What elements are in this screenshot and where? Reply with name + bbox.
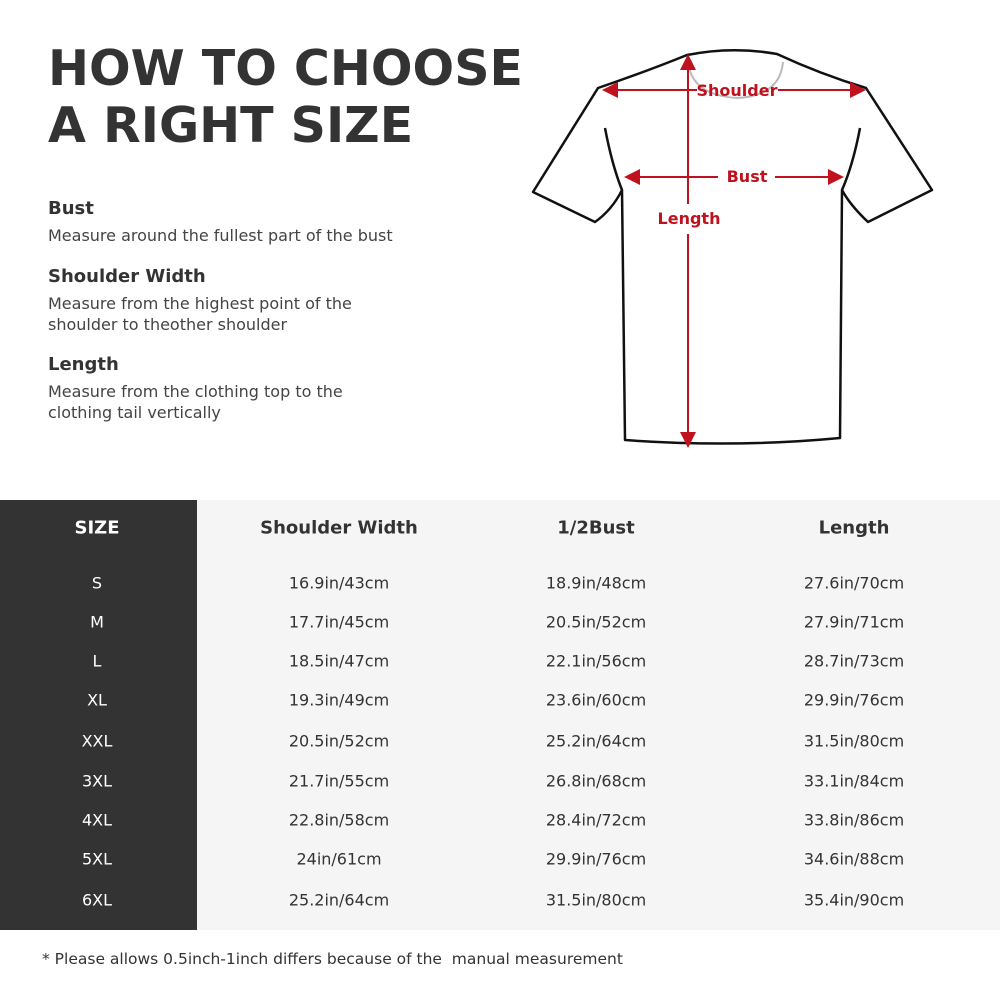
length-label: Length xyxy=(658,209,721,228)
size-table: SIZE Shoulder Width 1/2Bust Length S 16.9in/4… xyxy=(0,500,1000,930)
size-label: M xyxy=(90,612,104,632)
table-cell: 27.6in/70cm xyxy=(803,573,905,593)
table-cell: 18.9in/48cm xyxy=(545,573,647,593)
table-cell: 35.4in/90cm xyxy=(803,890,905,910)
size-column-bg xyxy=(0,500,197,930)
measure-name: Length xyxy=(48,354,119,375)
table-cell: 23.6in/60cm xyxy=(545,690,647,710)
table-cell: 33.1in/84cm xyxy=(803,771,905,791)
size-label: XXL xyxy=(81,731,113,751)
size-label: 6XL xyxy=(81,890,113,910)
table-cell: 17.7in/45cm xyxy=(288,612,390,632)
size-label: 4XL xyxy=(81,810,113,830)
page-title: HOW TO CHOOSE A RIGHT SIZE xyxy=(48,40,523,154)
shoulder-label: Shoulder xyxy=(697,81,778,100)
size-label: 5XL xyxy=(81,849,113,869)
table-cell: 34.6in/88cm xyxy=(803,849,905,869)
measure-text: Measure from the clothing top to the clo… xyxy=(48,382,343,422)
bust-label: Bust xyxy=(727,167,768,186)
size-label: 3XL xyxy=(81,771,113,791)
table-cell: 25.2in/64cm xyxy=(545,731,647,751)
measure-text: Measure from the highest point of the sh… xyxy=(48,294,352,334)
table-cell: 20.5in/52cm xyxy=(545,612,647,632)
header-cell: Shoulder Width xyxy=(260,517,418,539)
table-cell: 20.5in/52cm xyxy=(288,731,390,751)
measure-name: Bust xyxy=(48,198,94,219)
table-cell: 29.9in/76cm xyxy=(545,849,647,869)
footnote: * Please allows 0.5inch-1inch differs be… xyxy=(42,950,623,968)
table-cell: 28.4in/72cm xyxy=(545,810,647,830)
measure-shoulder: Shoulder Width Measure from the highest … xyxy=(48,265,388,335)
header-cell: 1/2Bust xyxy=(557,517,635,539)
table-cell: 21.7in/55cm xyxy=(288,771,390,791)
table-cell: 31.5in/80cm xyxy=(545,890,647,910)
measure-text: Measure around the fullest part of the b… xyxy=(48,226,393,245)
title-line-1: HOW TO CHOOSE xyxy=(48,40,523,97)
table-cell: 22.8in/58cm xyxy=(288,810,390,830)
table-cell: 24in/61cm xyxy=(296,849,382,869)
table-cell: 22.1in/56cm xyxy=(545,651,647,671)
table-cell: 27.9in/71cm xyxy=(803,612,905,632)
measure-bust: Bust Measure around the fullest part of … xyxy=(48,197,468,246)
table-cell: 29.9in/76cm xyxy=(803,690,905,710)
table-cell: 16.9in/43cm xyxy=(288,573,390,593)
title-line-2: A RIGHT SIZE xyxy=(48,97,414,154)
header-cell: SIZE xyxy=(74,517,120,539)
size-label: S xyxy=(91,573,103,593)
table-cell: 26.8in/68cm xyxy=(545,771,647,791)
size-label: XL xyxy=(87,690,107,710)
table-cell: 19.3in/49cm xyxy=(288,690,390,710)
measure-length: Length Measure from the clothing top to … xyxy=(48,353,378,423)
measure-name: Shoulder Width xyxy=(48,266,206,287)
header-cell: Length xyxy=(818,517,890,539)
table-cell: 25.2in/64cm xyxy=(288,890,390,910)
tshirt-outline xyxy=(531,49,934,445)
table-cell: 28.7in/73cm xyxy=(803,651,905,671)
table-cell: 33.8in/86cm xyxy=(803,810,905,830)
tshirt-diagram: Shoulder Bust Length xyxy=(531,49,934,448)
table-cell: 18.5in/47cm xyxy=(288,651,390,671)
size-label: L xyxy=(92,651,102,671)
table-cell: 31.5in/80cm xyxy=(803,731,905,751)
